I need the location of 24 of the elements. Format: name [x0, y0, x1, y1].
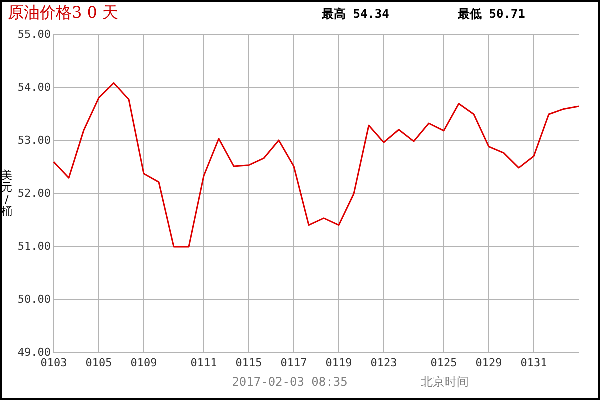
- x-tick-label: 0131: [520, 356, 548, 370]
- x-tick-label: 0115: [236, 356, 262, 370]
- y-tick-label: 49.00: [18, 346, 51, 359]
- text: 2017-02-03 08:35: [232, 375, 348, 390]
- y-tick-label: 52.00: [18, 186, 51, 200]
- y-tick-label: 53.00: [18, 134, 51, 147]
- x-tick-label: 0123: [370, 356, 398, 370]
- x-tick-label: 0105: [86, 356, 112, 370]
- x-tick-label: 0125: [430, 356, 458, 370]
- text: 最高 54.34: [321, 7, 390, 22]
- y-tick-label: 54.00: [18, 80, 51, 94]
- y-tick-label: 55.00: [18, 28, 51, 41]
- x-tick-label: 0119: [326, 356, 352, 370]
- y-tick-label: 50.00: [18, 292, 51, 306]
- text: 最低 50.71: [457, 7, 526, 22]
- x-tick-label: 0103: [40, 356, 68, 370]
- x-tick-label: 0109: [130, 356, 158, 370]
- x-tick-label: 0111: [190, 356, 218, 370]
- x-tick-label: 0129: [476, 356, 502, 370]
- chart-title: 原油价格3 0 天: [8, 3, 119, 22]
- y-axis-title: 美元/桶: [2, 168, 12, 218]
- x-tick-label: 0117: [280, 356, 308, 370]
- text: 北京时间: [421, 375, 469, 390]
- y-tick-label: 51.00: [18, 240, 51, 253]
